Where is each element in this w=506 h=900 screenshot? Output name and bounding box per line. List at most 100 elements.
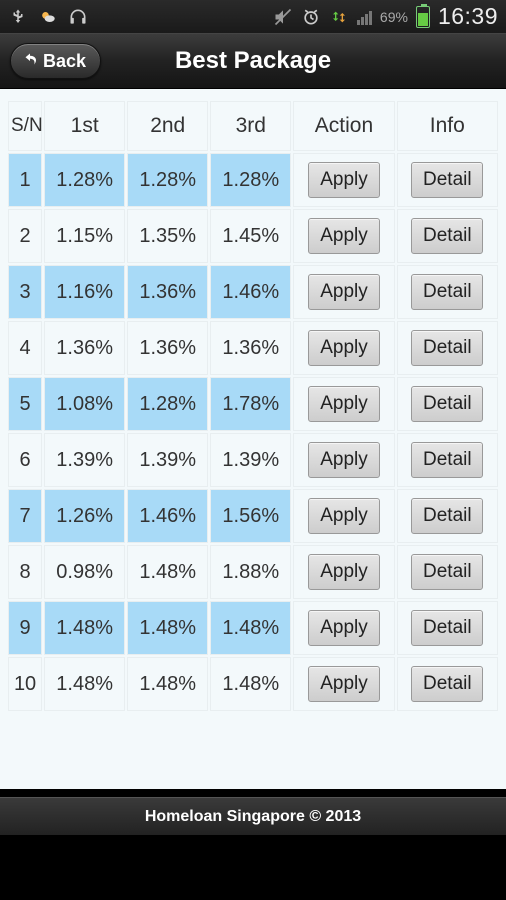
table-row: 21.15%1.35%1.45% Apply Detail [8,209,498,263]
cell-year2: 1.28% [127,377,208,431]
col-header-sn: S/N [8,101,42,151]
battery-percent: 69% [380,9,408,25]
col-header-action: Action [293,101,394,151]
cell-sn: 9 [8,601,42,655]
cell-info: Detail [397,265,498,319]
col-header-2nd: 2nd [127,101,208,151]
title-bar: Back Best Package [0,33,506,89]
undo-arrow-icon [21,52,39,70]
weather-icon [38,7,58,27]
cell-info: Detail [397,377,498,431]
android-status-bar: 69% 16:39 [0,0,506,33]
cell-year1: 1.08% [44,377,125,431]
back-label: Back [43,51,86,72]
cell-action: Apply [293,657,394,711]
table-row: 101.48%1.48%1.48%ApplyDetail [8,657,498,711]
apply-button[interactable]: Apply [308,274,380,310]
cell-year2: 1.48% [127,657,208,711]
cell-year3: 1.36% [210,321,291,375]
cell-year3: 1.78% [210,377,291,431]
apply-button[interactable]: Apply [308,330,380,366]
detail-button[interactable]: Detail [411,330,483,366]
cell-sn: 4 [8,321,42,375]
apply-button[interactable]: Apply [308,554,380,590]
cell-year1: 1.36% [44,321,125,375]
detail-button[interactable]: Detail [411,162,483,198]
battery-icon [416,6,430,28]
cell-sn: 6 [8,433,42,487]
signal-icon [357,9,372,25]
cell-sn: 10 [8,657,42,711]
packages-table: S/N 1st 2nd 3rd Action Info 11.28%1.28%1… [6,99,500,713]
usb-icon [8,7,28,27]
col-header-1st: 1st [44,101,125,151]
table-row: 11.28%1.28%1.28%ApplyDetail [8,153,498,207]
detail-button[interactable]: Detail [411,554,483,590]
footer-text: Homeloan Singapore © 2013 [145,808,361,826]
cell-sn: 5 [8,377,42,431]
status-clock: 16:39 [438,3,498,30]
cell-sn: 3 [8,265,42,319]
cell-year1: 1.28% [44,153,125,207]
cell-year2: 1.36% [127,321,208,375]
back-button[interactable]: Back [10,43,101,79]
cell-action: Apply [293,601,394,655]
col-header-3rd: 3rd [210,101,291,151]
cell-info: Detail [397,321,498,375]
table-header-row: S/N 1st 2nd 3rd Action Info [8,101,498,151]
cell-year3: 1.28% [210,153,291,207]
cell-sn: 2 [8,209,42,263]
apply-button[interactable]: Apply [308,218,380,254]
cell-info: Detail [397,545,498,599]
cell-sn: 7 [8,489,42,543]
cell-year1: 1.15% [44,209,125,263]
apply-button[interactable]: Apply [308,610,380,646]
content-area: S/N 1st 2nd 3rd Action Info 11.28%1.28%1… [0,89,506,789]
cell-year3: 1.45% [210,209,291,263]
cell-year3: 1.56% [210,489,291,543]
cell-year2: 1.48% [127,601,208,655]
apply-button[interactable]: Apply [308,498,380,534]
cell-action: Apply [293,265,394,319]
table-row: 31.16%1.36%1.46%ApplyDetail [8,265,498,319]
detail-button[interactable]: Detail [411,386,483,422]
headphones-icon [68,7,88,27]
apply-button[interactable]: Apply [308,442,380,478]
cell-info: Detail [397,209,498,263]
bottom-blank [0,835,506,900]
cell-year3: 1.88% [210,545,291,599]
cell-info: Detail [397,489,498,543]
cell-year2: 1.39% [127,433,208,487]
cell-year2: 1.35% [127,209,208,263]
footer-separator [0,789,506,797]
cell-year3: 1.39% [210,433,291,487]
detail-button[interactable]: Detail [411,442,483,478]
apply-button[interactable]: Apply [308,666,380,702]
cell-action: Apply [293,321,394,375]
cell-year1: 1.48% [44,657,125,711]
table-row: 51.08%1.28%1.78% Apply Detail [8,377,498,431]
detail-button[interactable]: Detail [411,218,483,254]
detail-button[interactable]: Detail [411,666,483,702]
apply-button[interactable]: Apply [308,386,380,422]
table-row: 80.98%1.48%1.88%ApplyDetail [8,545,498,599]
apply-button[interactable]: Apply [308,162,380,198]
cell-year3: 1.48% [210,657,291,711]
cell-sn: 1 [8,153,42,207]
cell-year2: 1.48% [127,545,208,599]
footer-bar: Homeloan Singapore © 2013 [0,797,506,835]
alarm-icon [301,7,321,27]
table-row: 91.48%1.48%1.48%ApplyDetail [8,601,498,655]
cell-action: Apply [293,209,394,263]
detail-button[interactable]: Detail [411,498,483,534]
detail-button[interactable]: Detail [411,274,483,310]
cell-info: Detail [397,433,498,487]
cell-info: Detail [397,601,498,655]
table-row: 41.36%1.36%1.36%ApplyDetail [8,321,498,375]
cell-year3: 1.48% [210,601,291,655]
cell-year3: 1.46% [210,265,291,319]
cell-info: Detail [397,153,498,207]
cell-year1: 1.39% [44,433,125,487]
detail-button[interactable]: Detail [411,610,483,646]
cell-info: Detail [397,657,498,711]
